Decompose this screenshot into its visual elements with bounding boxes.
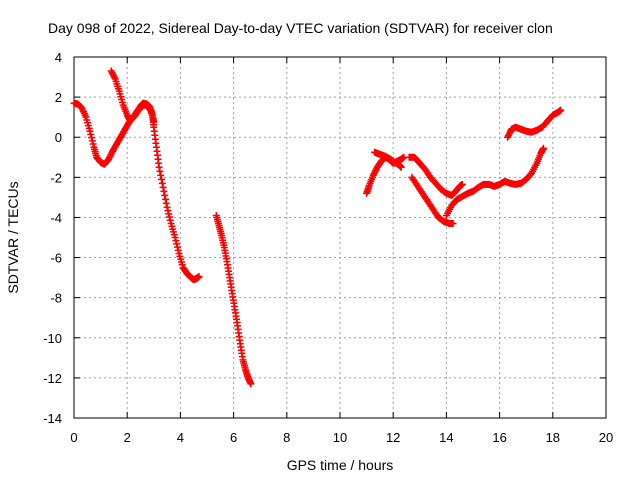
x-tick-label: 6 [230,430,237,445]
y-tick-label: -6 [50,251,62,266]
chart-title: Day 098 of 2022, Sidereal Day-to-day VTE… [48,20,553,36]
y-tick-label: -10 [43,331,62,346]
data-point [165,213,173,221]
data-point [150,117,158,125]
data-point [458,180,466,188]
x-axis-label: GPS time / hours [287,457,394,473]
data-point [397,163,405,171]
data-point [195,273,203,281]
y-tick-label: -12 [43,371,62,386]
data-series [70,67,565,388]
series-segment-7 [408,173,457,227]
data-point [172,237,180,245]
series-segment-9 [504,106,565,141]
x-tick-label: 8 [283,430,290,445]
data-point [163,203,171,211]
series-segment-1 [70,99,203,284]
y-tick-label: -8 [50,291,62,306]
data-point [88,134,96,142]
series-segment-2 [107,67,158,125]
x-tick-label: 0 [70,430,77,445]
x-tick-label: 18 [546,430,560,445]
data-point [173,240,181,248]
data-point [539,144,547,152]
data-point [166,216,174,224]
data-point [247,380,255,388]
y-tick-label: 0 [55,130,62,145]
data-point [89,140,97,148]
data-point [160,187,168,195]
x-tick-label: 14 [439,430,453,445]
data-point [158,179,166,187]
data-point [557,106,565,114]
y-tick-label: -4 [50,210,62,225]
data-point [155,163,163,171]
x-tick-label: 10 [333,430,347,445]
data-point [165,210,173,218]
y-axis-label: SDTVAR / TECUs [5,181,21,293]
series-segment-3 [212,211,255,388]
data-point [156,167,164,175]
data-point [157,171,165,179]
data-point [159,183,167,191]
y-tick-label: -2 [50,170,62,185]
grid [74,57,606,418]
y-tick-label: 4 [55,50,62,65]
data-point [171,234,179,241]
data-point [162,199,170,207]
data-point [146,106,154,114]
data-point [158,175,166,183]
data-point [161,191,169,199]
series-segment-5 [371,148,405,171]
x-tick-label: 16 [492,430,506,445]
series-segment-6 [405,153,466,199]
y-tick-label: -14 [43,411,62,426]
data-point [174,246,182,254]
data-point [162,195,170,203]
series-segment-8 [442,144,547,219]
y-tick-label: 2 [55,90,62,105]
data-point [164,207,172,215]
x-tick-label: 20 [599,430,613,445]
data-point [88,137,96,145]
data-point [173,243,181,251]
series-segment-4 [363,153,408,197]
data-point [87,130,95,138]
data-point [449,219,457,227]
x-tick-label: 12 [386,430,400,445]
x-tick-label: 4 [177,430,184,445]
data-point [86,127,94,135]
ticks: 0 2 4 6 8 10 12 14 16 18 20 -14 -12 -10 -8 -6 -4 -2 0 2 4 [43,50,613,445]
x-tick-label: 2 [124,430,131,445]
